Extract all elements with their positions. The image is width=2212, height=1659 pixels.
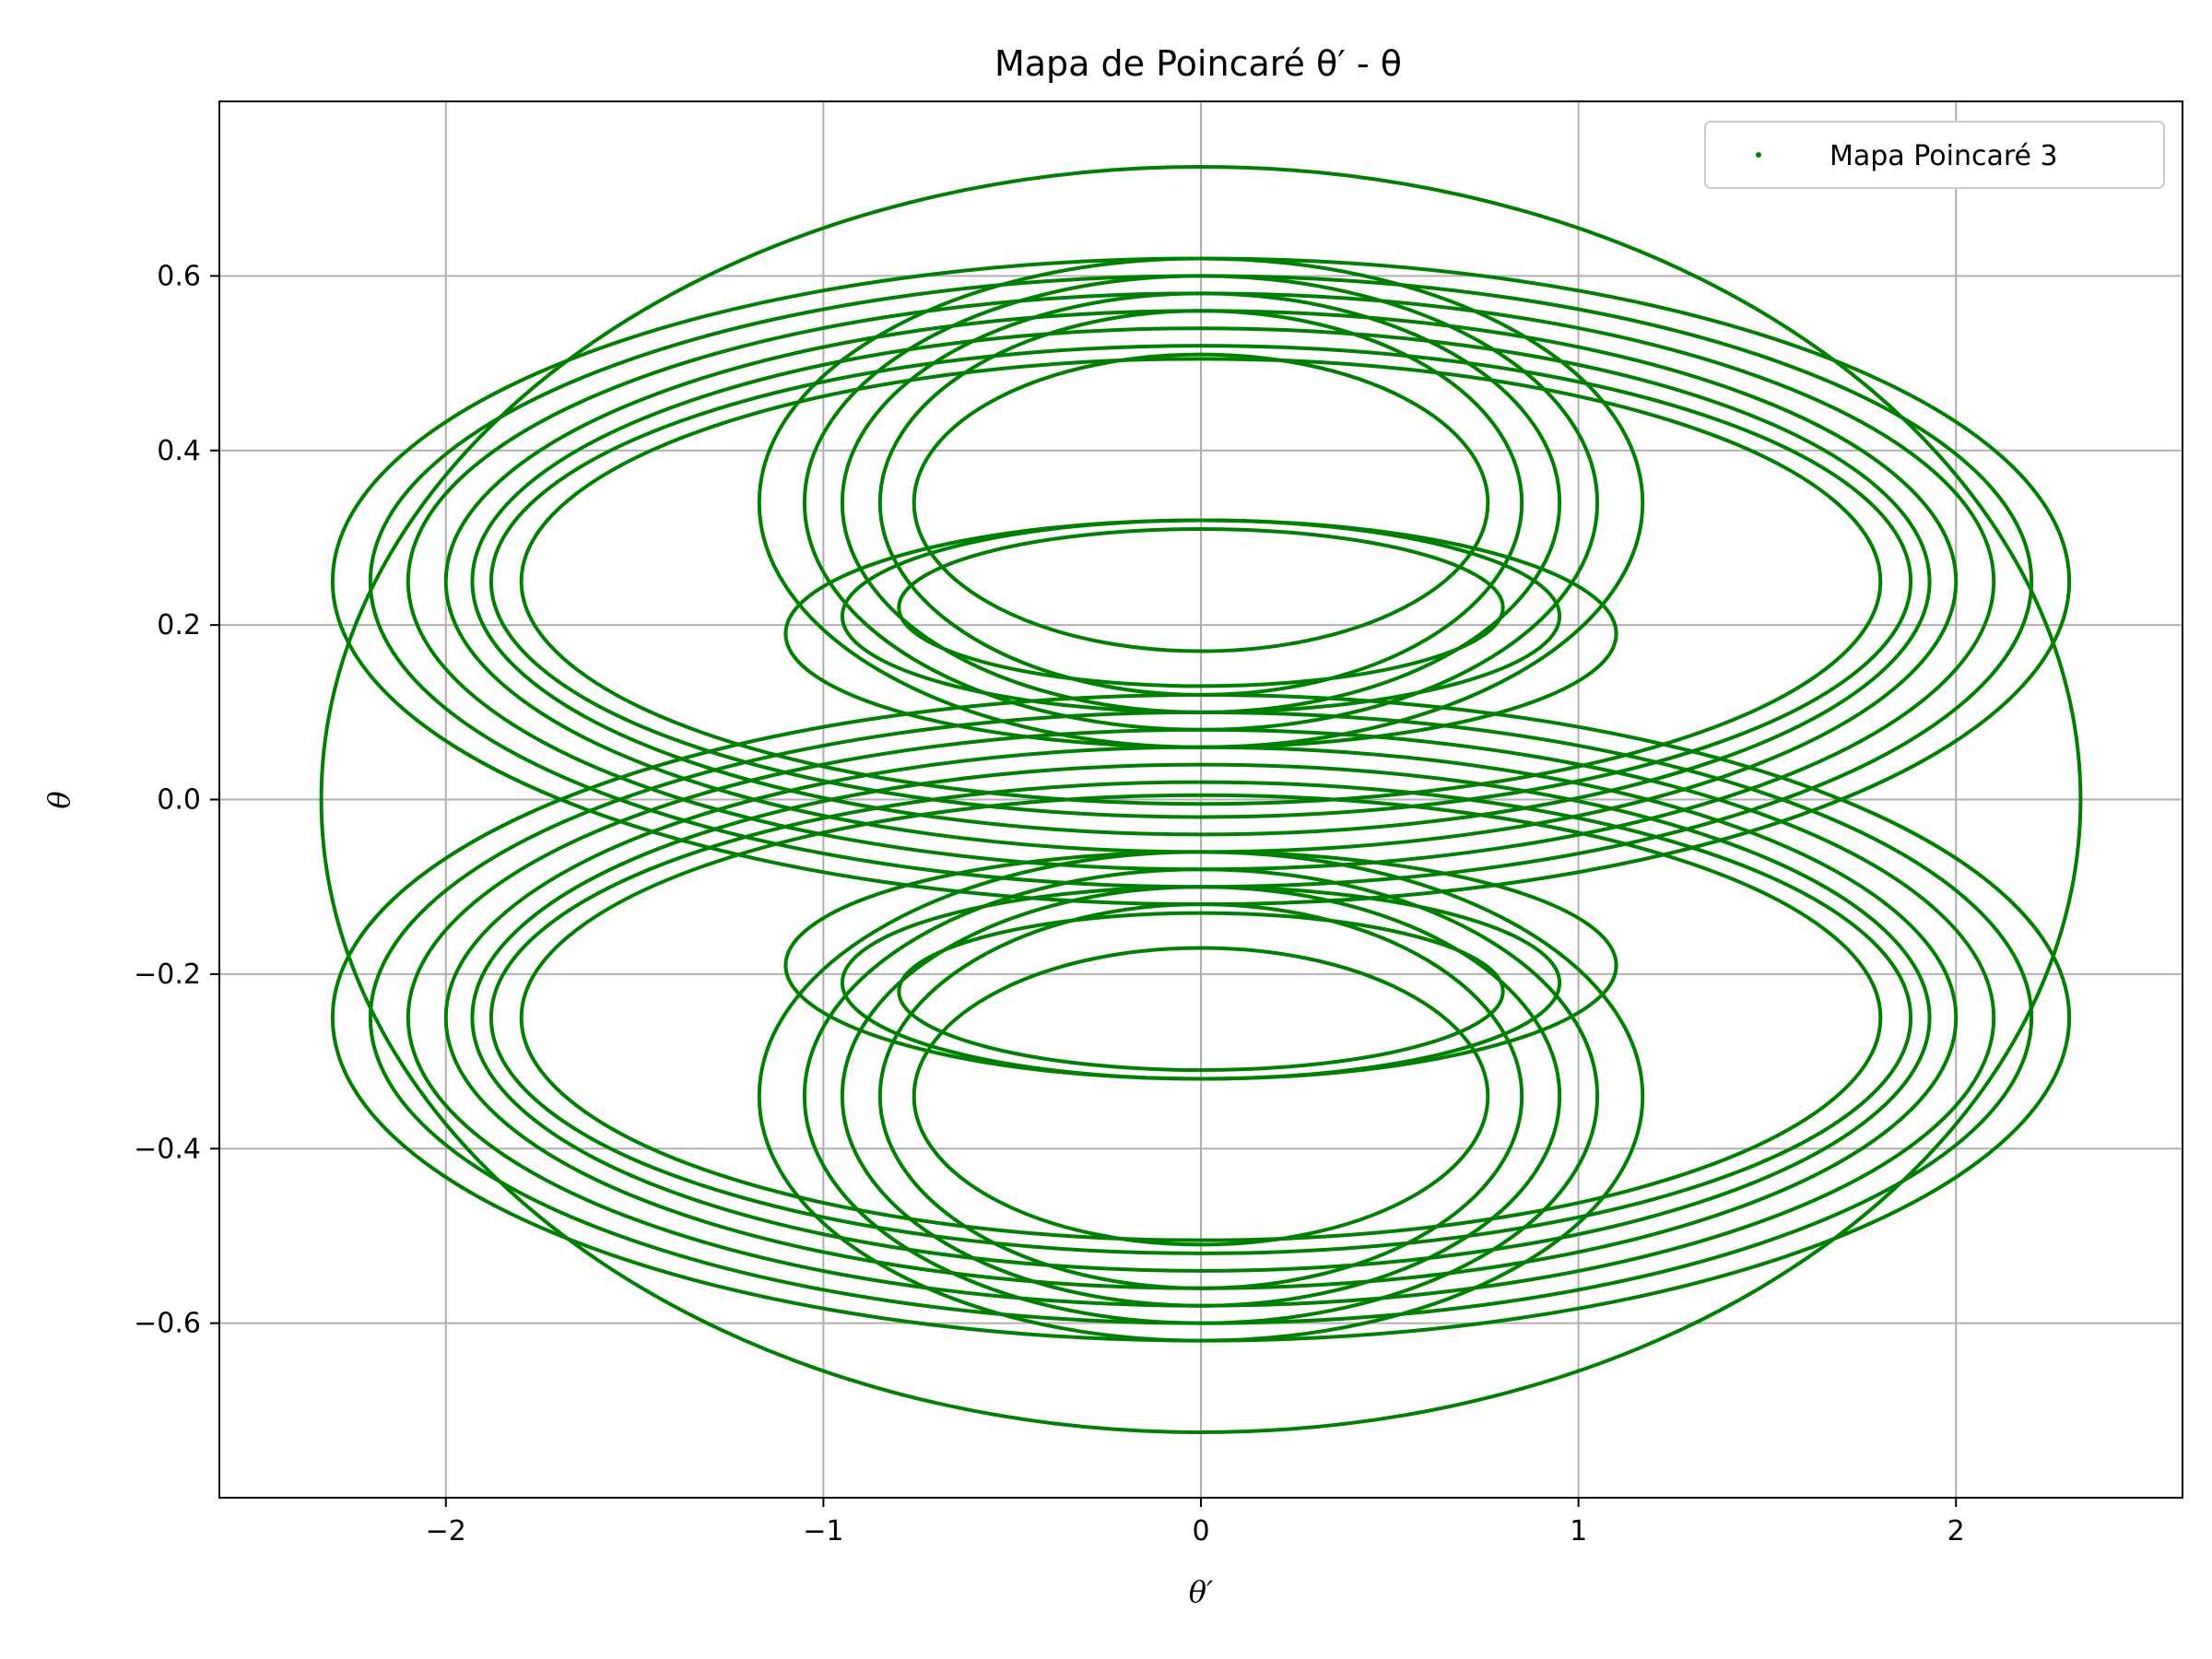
series-mapa-poincare-3 — [319, 165, 2083, 1434]
chart-title: Mapa de Poincaré θ′ - θ — [994, 43, 1402, 84]
poincare-orbit-ring — [897, 526, 1505, 688]
poincare-orbit-ring — [470, 326, 1932, 837]
legend-box — [1704, 121, 2165, 189]
y-tick-label: −0.2 — [134, 959, 201, 991]
poincare-orbit-ring — [840, 518, 1562, 714]
x-tick-label: 0 — [1192, 1515, 1209, 1547]
y-tick-label: 0.2 — [157, 609, 201, 641]
poincare-orbit-ring — [802, 867, 1600, 1325]
y-axis-label: θ — [41, 791, 76, 808]
y-tick-label: 0.6 — [157, 260, 201, 292]
poincare-orbit-ring — [519, 793, 1883, 1242]
y-tick-label: 0.0 — [157, 784, 201, 817]
poincare-orbit-ring — [897, 911, 1505, 1073]
x-tick-label: 2 — [1947, 1515, 1965, 1547]
poincare-orbit-ring — [470, 762, 1932, 1273]
poincare-orbit-ring — [877, 902, 1524, 1290]
poincare-orbit-ring — [912, 352, 1490, 653]
poincare-orbit-ring — [840, 885, 1562, 1081]
x-tick-label: 1 — [1570, 1515, 1587, 1547]
y-axis: −0.6 −0.4 −0.2 0.0 0.2 0.4 0.6 — [134, 260, 219, 1340]
poincare-orbit-ring — [877, 309, 1524, 697]
poincare-orbit-ring — [802, 274, 1600, 732]
poincare-orbit-ring — [488, 344, 1913, 819]
y-tick-label: −0.6 — [134, 1308, 201, 1340]
x-axis-label: θ′ — [1189, 1574, 1214, 1609]
x-tick-label: −2 — [426, 1515, 466, 1547]
legend: Mapa Poincaré 3 — [1704, 121, 2165, 189]
y-tick-label: −0.4 — [134, 1133, 201, 1165]
legend-label-mapa-poincare-3: Mapa Poincaré 3 — [1830, 140, 2058, 172]
poincare-orbit-ring — [912, 946, 1490, 1247]
x-axis: −2 −1 0 1 2 — [426, 1498, 1965, 1547]
poincare-orbit-ring — [519, 357, 1883, 806]
x-tick-label: −1 — [803, 1515, 843, 1547]
legend-marker — [1756, 152, 1761, 158]
y-tick-label: 0.4 — [157, 435, 201, 467]
poincare-orbit-ring — [488, 780, 1913, 1255]
poincare-orbit-ring — [319, 165, 2083, 1434]
